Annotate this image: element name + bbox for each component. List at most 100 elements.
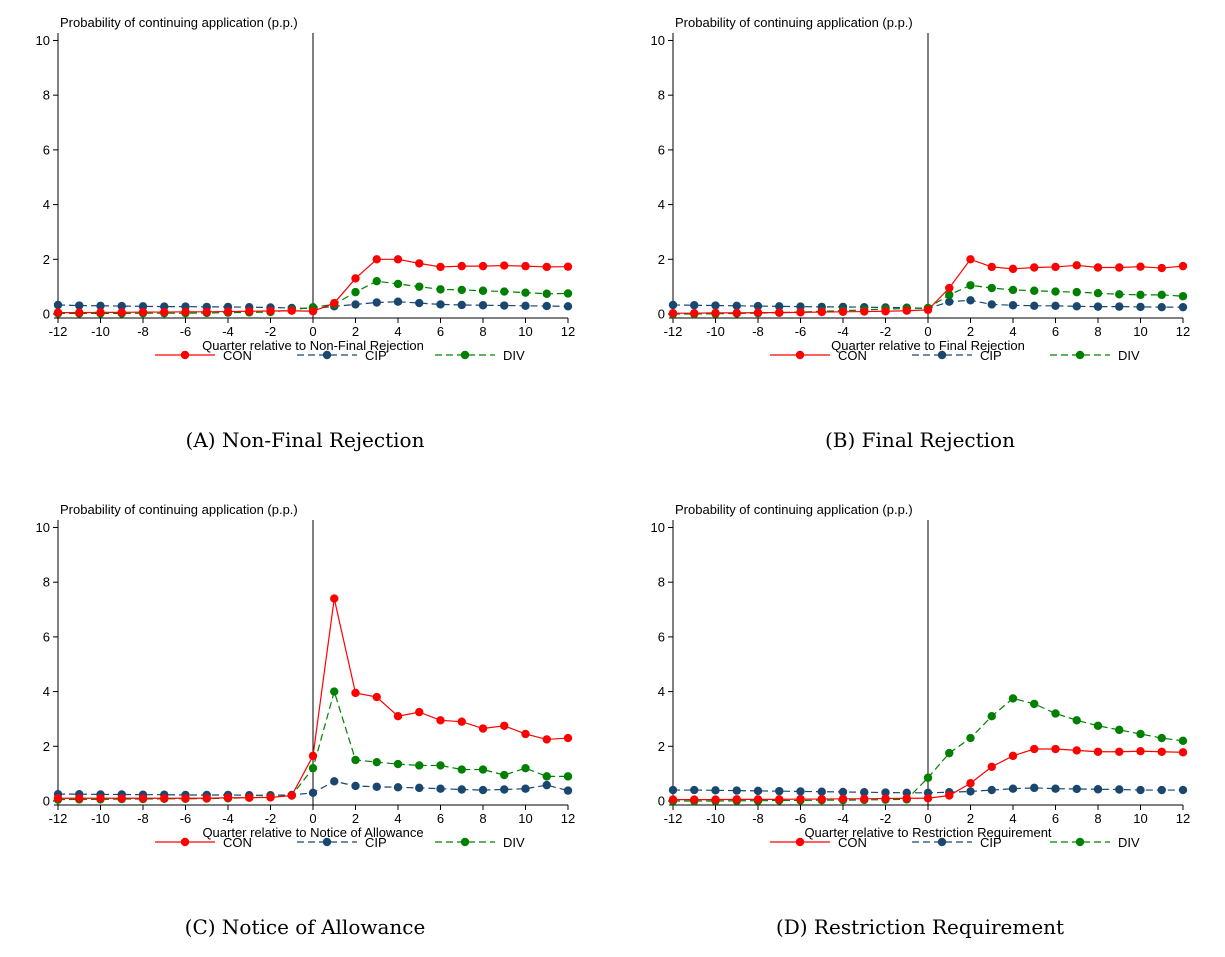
data-point-cip	[1157, 302, 1166, 312]
y-axis-label: Probability of continuing application (p…	[675, 15, 913, 30]
data-point-div	[945, 748, 954, 758]
data-point-con	[521, 729, 530, 739]
data-point-cip	[308, 788, 318, 797]
data-point-con	[436, 716, 445, 725]
data-point-div	[966, 733, 975, 743]
data-point-con	[775, 795, 784, 804]
x-tick-label: 8	[1094, 811, 1101, 826]
legend-marker-con	[180, 837, 190, 847]
legend-marker-div	[460, 350, 470, 360]
data-point-con	[266, 793, 275, 802]
data-point-con	[521, 261, 530, 271]
data-point-con	[202, 794, 211, 803]
data-point-con	[1072, 261, 1081, 270]
data-point-con	[1115, 263, 1124, 272]
x-tick-label: -6	[795, 811, 807, 826]
data-point-con	[160, 794, 169, 803]
caption-d: (D) Restriction Requirement	[775, 915, 1065, 939]
y-tick-label: 2	[658, 252, 665, 267]
y-axis-label: Probability of continuing application (p…	[60, 15, 298, 30]
data-point-con	[1072, 746, 1081, 755]
y-tick-label: 6	[658, 142, 665, 157]
legend-label-cip: CIP	[980, 835, 1002, 850]
x-tick-label: -4	[837, 811, 849, 826]
data-point-con	[1093, 263, 1103, 272]
data-point-con	[860, 307, 869, 316]
data-point-cip	[732, 786, 741, 795]
data-point-con	[478, 724, 488, 733]
data-point-cip	[1115, 785, 1124, 794]
legend-label-cip: CIP	[980, 348, 1002, 363]
data-point-cip	[860, 788, 869, 797]
data-point-con	[372, 692, 381, 702]
data-point-con	[1157, 263, 1166, 273]
x-tick-label: -10	[91, 324, 110, 339]
data-point-div	[987, 283, 996, 293]
chart-b: Probability of continuing application (p…	[651, 15, 1191, 363]
data-point-div	[966, 281, 975, 290]
data-point-cip	[1178, 785, 1188, 795]
data-point-con	[732, 795, 741, 804]
data-point-con	[796, 308, 805, 317]
data-point-cip	[690, 301, 699, 310]
chart-d: Probability of continuing application (p…	[651, 502, 1191, 850]
x-tick-label: 6	[437, 324, 444, 339]
data-point-cip	[1157, 785, 1166, 795]
data-point-cip	[1008, 301, 1018, 310]
data-point-cip	[1051, 301, 1060, 310]
data-point-con	[351, 688, 360, 698]
y-tick-label: 6	[43, 629, 50, 644]
data-point-con	[563, 262, 573, 271]
data-point-div	[1051, 709, 1060, 718]
data-point-div	[1115, 725, 1124, 735]
y-tick-label: 2	[43, 739, 50, 754]
data-point-cip	[521, 301, 530, 310]
data-point-con	[881, 794, 890, 803]
data-point-div	[1008, 694, 1018, 703]
data-point-div	[987, 712, 996, 721]
data-point-con	[53, 794, 63, 803]
data-point-con	[457, 261, 466, 271]
data-point-cip	[542, 301, 551, 311]
x-tick-label: 4	[1009, 811, 1016, 826]
data-point-div	[542, 772, 551, 781]
data-point-con	[711, 795, 720, 804]
data-point-div	[563, 289, 573, 298]
data-point-cip	[457, 785, 466, 794]
data-point-con	[796, 794, 805, 804]
data-point-div	[372, 276, 381, 286]
legend-label-con: CON	[223, 348, 252, 363]
data-point-con	[987, 262, 996, 272]
x-tick-label: -2	[265, 811, 277, 826]
data-point-cip	[775, 302, 784, 311]
data-point-con	[690, 308, 699, 318]
x-tick-label: 4	[1009, 324, 1016, 339]
data-point-con	[372, 255, 381, 264]
data-point-div	[478, 765, 488, 774]
legend-label-div: DIV	[1118, 348, 1140, 363]
data-point-con	[1051, 262, 1060, 272]
data-point-div	[1030, 286, 1039, 295]
data-point-cip	[668, 300, 678, 310]
data-point-div	[563, 772, 573, 781]
data-point-con	[881, 307, 890, 316]
x-tick-label: -8	[752, 811, 764, 826]
data-point-div	[1072, 287, 1081, 297]
data-point-con	[1030, 263, 1039, 272]
y-tick-label: 8	[658, 88, 665, 103]
x-tick-label: 2	[352, 324, 359, 339]
x-tick-label: -6	[180, 811, 192, 826]
data-point-con	[160, 307, 169, 317]
x-tick-label: 8	[479, 324, 486, 339]
data-point-cip	[542, 780, 551, 790]
x-tick-label: -12	[664, 811, 683, 826]
caption-b: (B) Final Rejection	[825, 428, 1015, 452]
data-point-con	[351, 274, 360, 283]
x-tick-label: 0	[309, 811, 316, 826]
data-point-con	[117, 794, 126, 803]
data-point-cip	[796, 787, 805, 796]
data-point-cip	[881, 788, 890, 797]
data-point-con	[668, 795, 678, 804]
x-tick-label: -4	[222, 811, 234, 826]
data-point-cip	[1072, 784, 1081, 794]
